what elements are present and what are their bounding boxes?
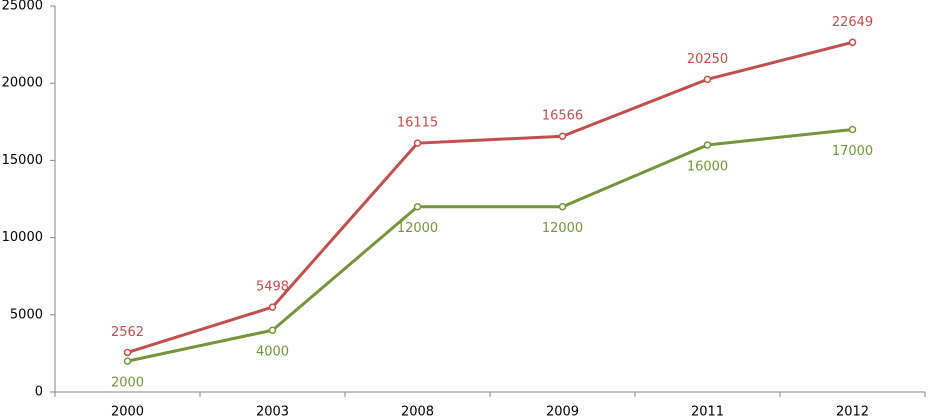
point (123, 357, 132, 365)
series-line (127, 128, 853, 363)
x-tick-label: 2003 (256, 405, 289, 419)
point (268, 326, 277, 334)
data-label: 5498 (256, 280, 289, 295)
point (703, 75, 712, 84)
y-tick-label: 5000 (10, 307, 43, 322)
data-label: 4000 (256, 345, 289, 360)
x-tick-label: 2008 (401, 405, 434, 419)
data-label: 16000 (687, 159, 728, 174)
point (413, 202, 422, 211)
y-tick-label: 15000 (2, 153, 43, 168)
data-label: 2562 (111, 325, 144, 340)
point (848, 38, 857, 47)
y-tick-label: 20000 (2, 76, 43, 91)
data-label: 12000 (397, 221, 438, 236)
data-label: 12000 (542, 221, 583, 236)
data-label: 16115 (397, 116, 438, 131)
point (703, 141, 712, 149)
point (558, 132, 567, 140)
point (558, 202, 567, 211)
x-tick-label: 2012 (836, 405, 869, 419)
x-tick-label: 2011 (691, 405, 724, 419)
point (123, 348, 132, 357)
x-tick-label: 2000 (111, 405, 144, 419)
series-line (127, 40, 853, 354)
y-tick-label: 10000 (2, 230, 43, 245)
point (848, 125, 857, 134)
data-label: 16566 (542, 109, 583, 124)
data-label: 17000 (832, 144, 873, 159)
data-label: 2000 (111, 376, 144, 391)
x-tick-label: 2009 (546, 405, 579, 419)
data-label: 20250 (687, 52, 728, 67)
data-label: 22649 (832, 15, 873, 30)
y-tick-label: 0 (35, 385, 43, 400)
y-tick-label: 25000 (2, 0, 43, 14)
point (413, 139, 422, 147)
point (268, 303, 277, 311)
